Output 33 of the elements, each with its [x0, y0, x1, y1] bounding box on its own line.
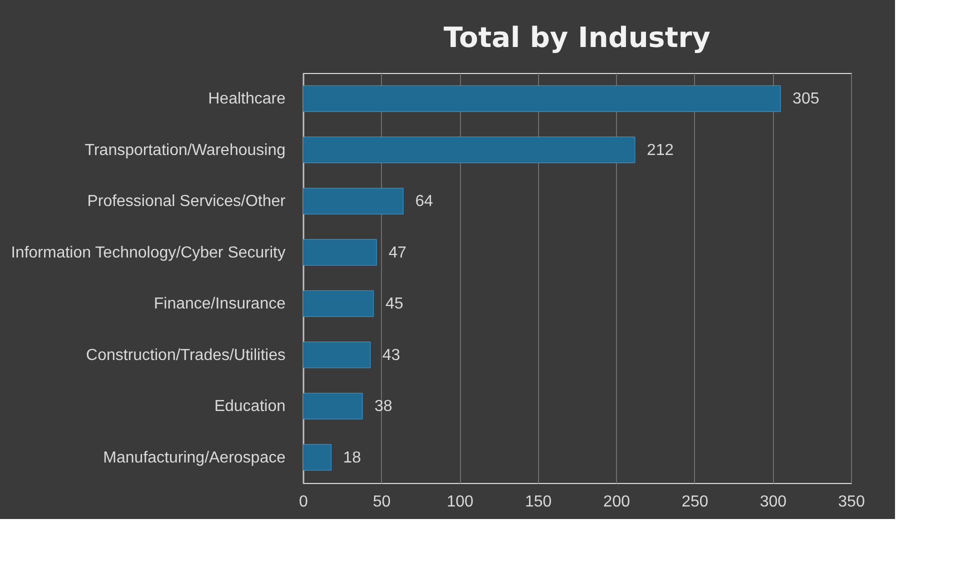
data-label: 64	[415, 193, 434, 210]
x-tick-label: 100	[446, 494, 474, 510]
bar	[302, 290, 374, 317]
data-label: 212	[646, 142, 674, 159]
y-tick-label: Transportation/Warehousing	[84, 142, 286, 159]
data-label: 43	[382, 346, 400, 364]
y-tick-label: Healthcare	[208, 90, 286, 108]
bar	[302, 392, 363, 420]
x-tick-label: 150	[525, 494, 552, 510]
data-label: 47	[388, 244, 406, 262]
data-label: 45	[385, 296, 404, 313]
y-tick-label: Finance/Insurance	[154, 296, 286, 313]
x-tick-label: 50	[372, 494, 391, 510]
y-tick-label: Information Technology/Cyber Security	[10, 244, 286, 262]
data-label: 38	[374, 398, 392, 416]
bar	[302, 136, 636, 164]
bar	[302, 188, 404, 214]
bar	[302, 342, 371, 368]
y-tick-label: Construction/Trades/Utilities	[86, 346, 286, 364]
data-label: 305	[792, 90, 820, 108]
x-tick-label: 350	[838, 494, 865, 510]
y-tick-label: Manufacturing/Aerospace	[103, 449, 286, 466]
x-tick-label: 300	[760, 494, 787, 510]
bar	[302, 444, 332, 471]
y-tick-label: Professional Services/Other	[87, 193, 286, 210]
x-tick-label: 0	[299, 494, 308, 510]
x-tick-label: 200	[603, 494, 630, 510]
y-tick-label: Education	[214, 398, 286, 416]
chart-title: Total by Industry	[444, 21, 710, 54]
bar	[302, 239, 377, 266]
bar	[302, 85, 781, 112]
x-tick-label: 250	[682, 494, 708, 510]
data-label: 18	[343, 449, 362, 466]
